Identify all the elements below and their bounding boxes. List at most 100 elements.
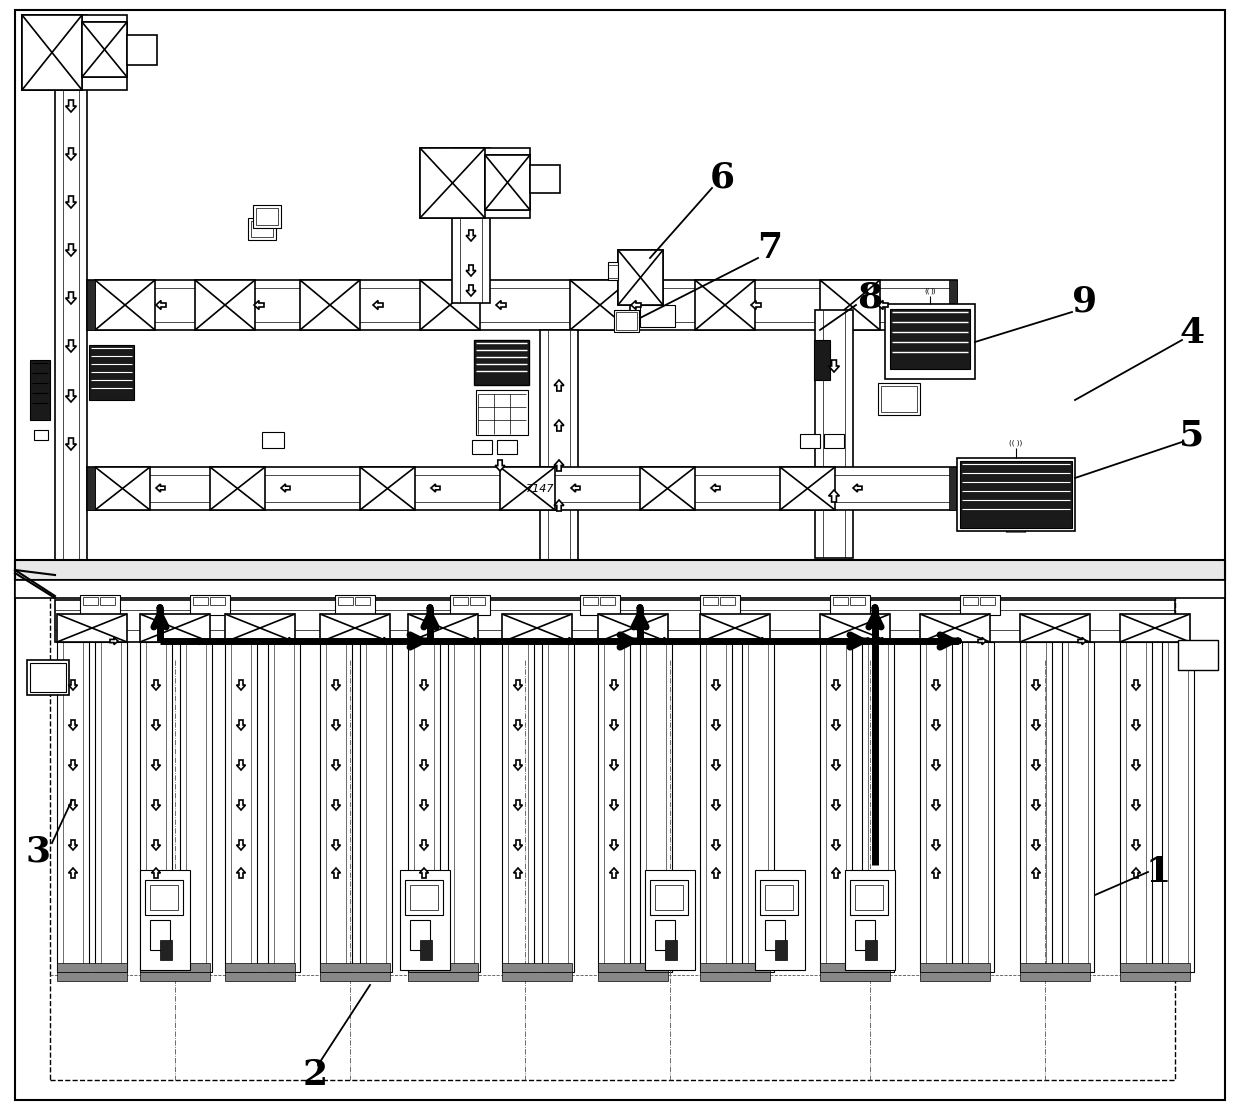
Bar: [57, 614, 126, 642]
Bar: [250, 220, 273, 237]
Polygon shape: [1131, 800, 1141, 810]
Bar: [963, 598, 978, 605]
Bar: [960, 595, 999, 615]
Bar: [742, 642, 774, 972]
Bar: [655, 885, 683, 910]
Bar: [33, 430, 48, 440]
Polygon shape: [610, 868, 619, 878]
Bar: [502, 614, 572, 642]
Bar: [800, 434, 820, 448]
Polygon shape: [237, 840, 246, 850]
Bar: [580, 595, 620, 615]
Bar: [22, 15, 82, 90]
Polygon shape: [237, 868, 246, 878]
Bar: [87, 280, 95, 330]
Polygon shape: [68, 800, 77, 810]
Text: 4: 4: [1179, 316, 1204, 350]
Bar: [410, 920, 430, 950]
Polygon shape: [570, 483, 580, 492]
Polygon shape: [828, 360, 839, 372]
Polygon shape: [712, 680, 720, 690]
Bar: [640, 642, 672, 972]
Bar: [87, 467, 957, 510]
Polygon shape: [712, 720, 720, 730]
Bar: [15, 560, 1225, 580]
Bar: [320, 642, 352, 972]
Bar: [126, 35, 157, 65]
Polygon shape: [151, 800, 160, 810]
Bar: [878, 383, 920, 415]
Polygon shape: [1032, 760, 1040, 770]
Bar: [50, 590, 1176, 1080]
Polygon shape: [1032, 840, 1040, 850]
Bar: [160, 940, 172, 960]
Bar: [320, 963, 391, 972]
Polygon shape: [156, 301, 166, 310]
Bar: [224, 963, 295, 972]
Polygon shape: [931, 868, 940, 878]
Polygon shape: [554, 460, 564, 471]
Bar: [15, 580, 1225, 598]
Polygon shape: [68, 680, 77, 690]
Bar: [55, 15, 87, 563]
Text: 1: 1: [1146, 855, 1171, 888]
Bar: [502, 642, 534, 972]
Bar: [22, 15, 126, 90]
Bar: [780, 467, 835, 510]
Bar: [450, 595, 490, 615]
Polygon shape: [712, 800, 720, 810]
Polygon shape: [495, 460, 505, 471]
Text: 3: 3: [26, 835, 51, 869]
Bar: [140, 614, 210, 642]
Bar: [320, 614, 391, 642]
Bar: [95, 280, 155, 330]
Bar: [474, 340, 529, 385]
Polygon shape: [931, 680, 940, 690]
Bar: [539, 330, 578, 565]
Bar: [193, 598, 208, 605]
Polygon shape: [832, 868, 841, 878]
Bar: [210, 467, 265, 510]
Polygon shape: [68, 840, 77, 850]
Bar: [248, 218, 277, 239]
Bar: [408, 614, 477, 642]
Bar: [856, 885, 883, 910]
Bar: [608, 262, 618, 280]
Bar: [497, 440, 517, 454]
Text: 7: 7: [758, 231, 782, 265]
Polygon shape: [712, 760, 720, 770]
Polygon shape: [66, 148, 77, 160]
Bar: [583, 598, 598, 605]
Bar: [701, 595, 740, 615]
Bar: [224, 642, 257, 972]
Bar: [360, 467, 415, 510]
Bar: [1021, 963, 1090, 972]
Polygon shape: [931, 720, 940, 730]
Bar: [618, 250, 663, 305]
Polygon shape: [331, 868, 341, 878]
Polygon shape: [66, 340, 77, 352]
Bar: [268, 642, 300, 972]
Bar: [665, 940, 677, 960]
Bar: [320, 972, 391, 981]
Bar: [408, 972, 477, 981]
Bar: [355, 598, 370, 605]
Polygon shape: [832, 720, 841, 730]
Bar: [57, 642, 89, 972]
Polygon shape: [554, 420, 564, 431]
Bar: [862, 642, 894, 972]
Polygon shape: [66, 244, 77, 256]
Bar: [830, 595, 870, 615]
Polygon shape: [151, 868, 160, 878]
Bar: [614, 310, 639, 332]
Polygon shape: [712, 840, 720, 850]
Polygon shape: [554, 380, 564, 391]
Bar: [87, 467, 95, 510]
Bar: [765, 885, 794, 910]
Bar: [57, 963, 126, 972]
Bar: [448, 642, 480, 972]
Bar: [300, 280, 360, 330]
Polygon shape: [931, 840, 940, 850]
Bar: [180, 642, 212, 972]
Bar: [140, 642, 172, 972]
